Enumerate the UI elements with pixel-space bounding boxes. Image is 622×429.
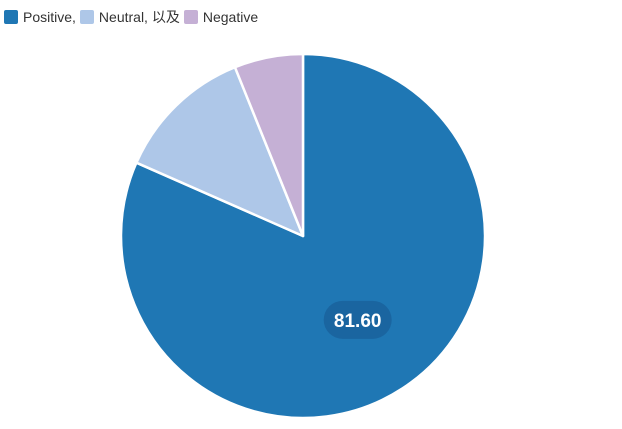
- legend-swatch: [4, 10, 18, 24]
- data-label-text: 81.60: [334, 311, 382, 332]
- legend-label: Neutral, 以及: [98, 9, 180, 25]
- legend-item-2[interactable]: Neutral, 以及: [79, 7, 180, 27]
- pie-slice-1[interactable]: [119, 52, 487, 420]
- pie-slice-3[interactable]: [233, 52, 305, 238]
- legend-item-1[interactable]: Positive,: [4, 9, 76, 25]
- legend-label: Negative: [202, 9, 259, 25]
- data-label-badge: [323, 300, 392, 339]
- legend-swatch: [79, 10, 94, 24]
- legend-swatch: [183, 10, 198, 24]
- legend-label: Positive,: [23, 9, 76, 25]
- pie-slice-2[interactable]: [135, 65, 305, 238]
- chart-legend: Positive, Neutral, 以及 Negative: [4, 7, 262, 27]
- data-label-1: 81.60: [323, 300, 392, 339]
- legend-item-3[interactable]: Negative: [183, 9, 259, 25]
